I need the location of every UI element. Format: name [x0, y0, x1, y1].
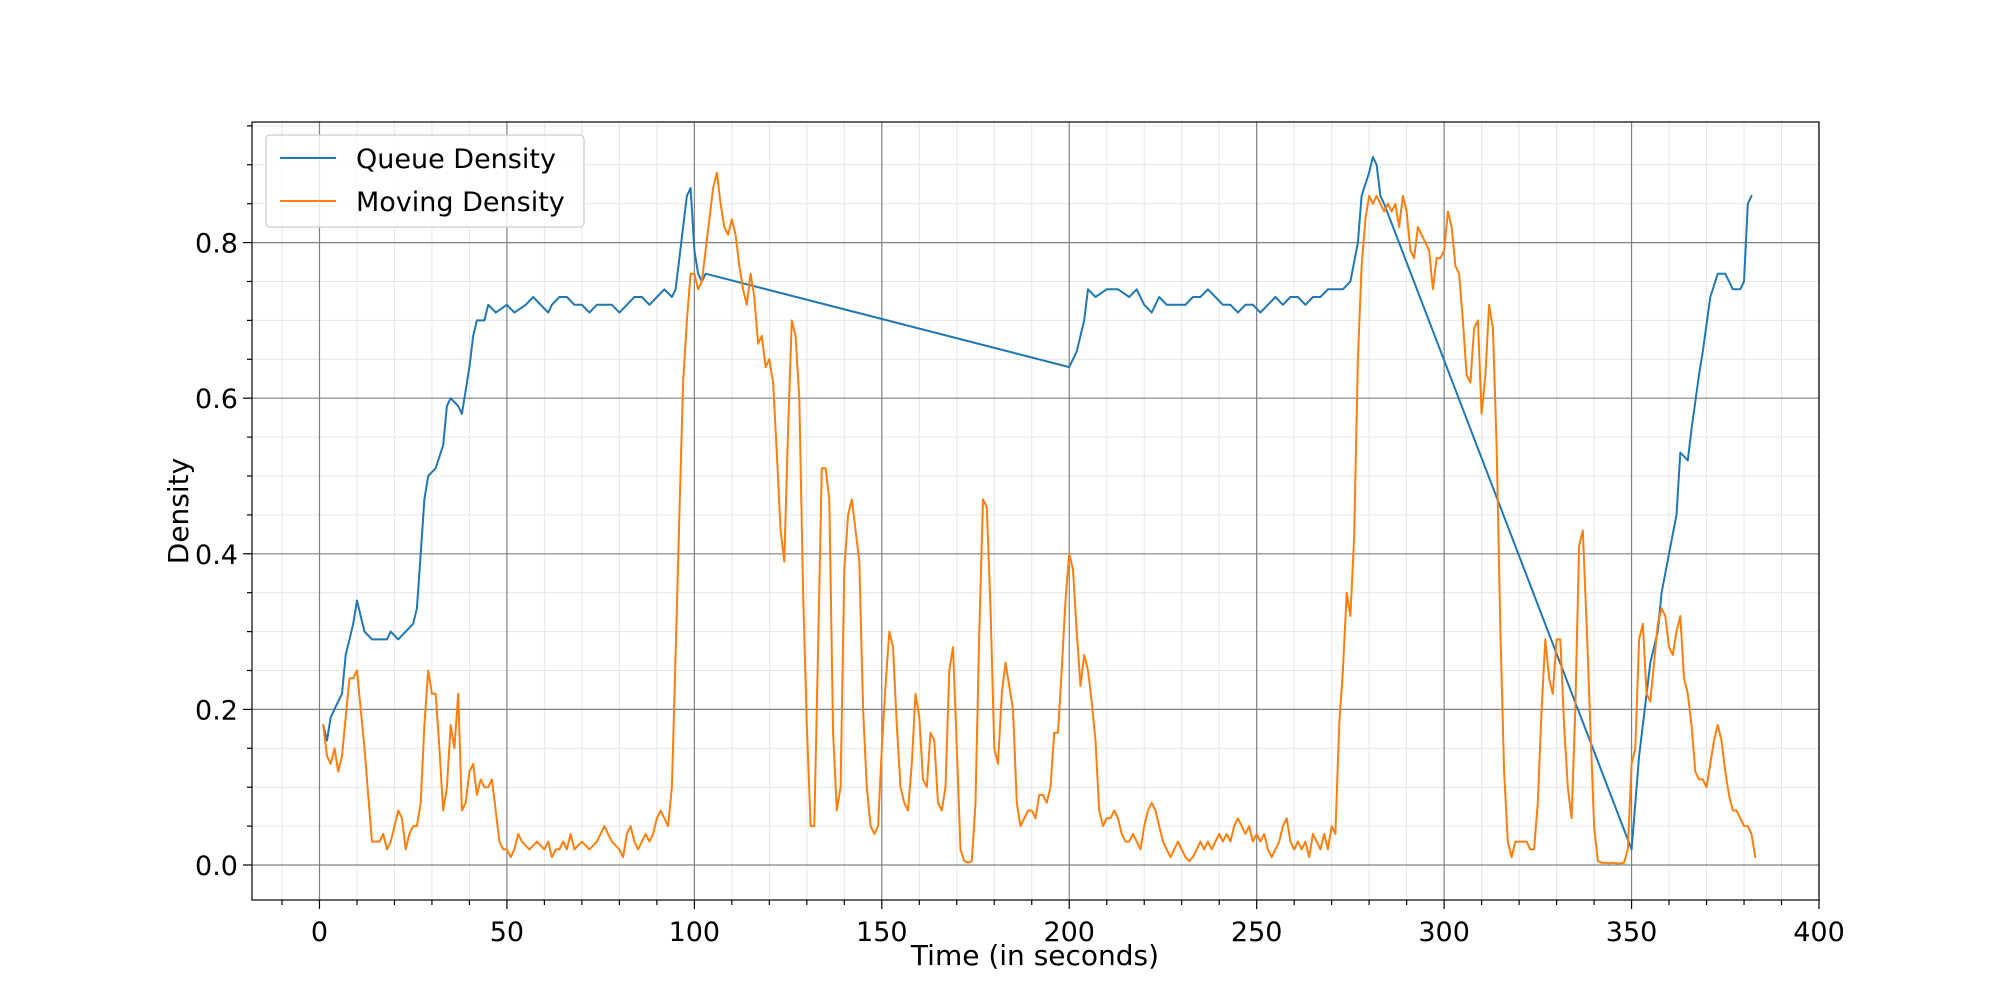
- plot-frame: [251, 121, 1820, 901]
- x-tick-label: 300: [1418, 917, 1470, 948]
- series-line-queue-density: [322, 156, 1753, 851]
- legend-label-queue-density: Queue Density: [356, 144, 556, 175]
- plot-area: [252, 122, 1819, 900]
- y-tick-label: 0.2: [195, 695, 238, 726]
- x-axis: 0 50 100 150 200 250 300 350 400: [281, 900, 1845, 948]
- y-tick-label: 0.6: [195, 384, 238, 415]
- x-tick-label: 200: [1043, 917, 1095, 948]
- y-axis-label: Density: [162, 458, 195, 564]
- legend-label-moving-density: Moving Density: [356, 187, 565, 218]
- x-axis-label: Time (in seconds): [910, 939, 1159, 972]
- y-axis: 0.0 0.2 0.4 0.6 0.8: [195, 125, 252, 882]
- x-tick-label: 150: [856, 917, 908, 948]
- y-tick-label: 0.4: [195, 540, 238, 571]
- y-tick-label: 0.8: [195, 229, 238, 260]
- x-tick-label: 50: [490, 917, 524, 948]
- series-line-moving-density: [322, 171, 1757, 865]
- minor-grid: [252, 122, 1819, 900]
- x-tick-label: 250: [1231, 917, 1283, 948]
- x-tick-label: 100: [669, 917, 721, 948]
- x-tick-label: 400: [1793, 917, 1845, 948]
- legend-box: [265, 134, 585, 228]
- x-tick-label: 0: [311, 917, 328, 948]
- legend: Queue Density Moving Density: [265, 134, 585, 228]
- series-layer: [322, 156, 1757, 865]
- x-tick-label: 350: [1606, 917, 1658, 948]
- y-tick-label: 0.0: [195, 851, 238, 882]
